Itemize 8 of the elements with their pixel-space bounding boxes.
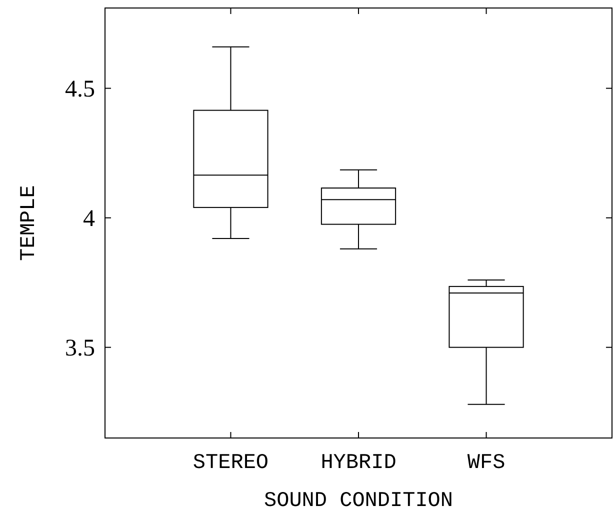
- x-axis-title: SOUND CONDITION: [264, 490, 454, 513]
- y-axis-title: TEMPLE: [18, 185, 41, 261]
- x-tick-label: WFS: [467, 452, 506, 475]
- y-tick-label: 3.5: [65, 336, 95, 362]
- y-tick-label: 4.5: [65, 76, 95, 103]
- y-tick-label: 4: [83, 206, 95, 232]
- x-tick-label: STEREO: [192, 452, 269, 475]
- x-tick-label: HYBRID: [320, 452, 396, 475]
